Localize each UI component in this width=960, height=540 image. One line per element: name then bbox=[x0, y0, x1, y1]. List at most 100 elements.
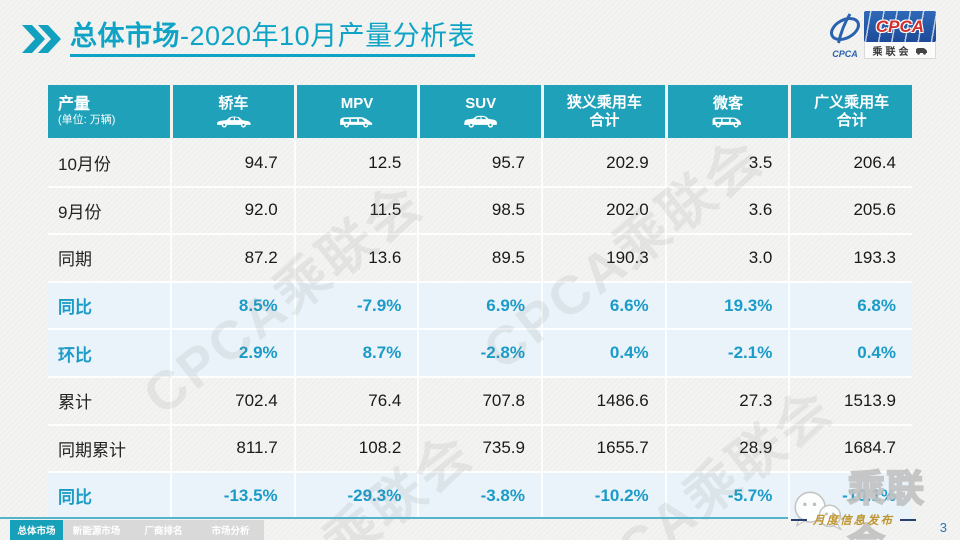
microvan-icon bbox=[709, 114, 746, 128]
logo-name-strip: 乘联会 bbox=[864, 42, 936, 59]
table-body: 10月份 94.7 12.5 95.7 202.9 3.5 206.4 9月份 92.0 11.5… bbox=[48, 140, 912, 519]
column-header-label: 微客 bbox=[712, 95, 743, 113]
sedan-car-icon bbox=[215, 114, 252, 128]
table-cell: 202.0 bbox=[540, 187, 665, 234]
table-cell: -2.8% bbox=[417, 330, 541, 376]
table-cell: 108.2 bbox=[293, 425, 418, 472]
table-cell: 3.0 bbox=[664, 235, 789, 281]
column-header-label-line2: 合计 bbox=[589, 111, 620, 129]
table-cell: 206.4 bbox=[788, 140, 912, 186]
emblem-caption: CPCA bbox=[832, 49, 858, 59]
table-cell: 28.9 bbox=[664, 425, 789, 472]
column-header: 狭义乘用车 合计 bbox=[540, 85, 665, 138]
corner-unit-note: (单位: 万辆) bbox=[58, 114, 116, 127]
cpca-emblem-icon: CPCA bbox=[830, 13, 860, 59]
table-cell: 6.8% bbox=[788, 282, 912, 329]
table-row: 累计 702.4 76.4 707.8 1486.6 27.3 1513.9 bbox=[48, 375, 912, 424]
row-label: 环比 bbox=[58, 345, 92, 365]
table-cell: 6.9% bbox=[417, 282, 541, 329]
table-cell: 8.7% bbox=[293, 330, 418, 376]
cpca-logo: CPCA CPCA 乘联会 bbox=[826, 7, 938, 63]
row-label: 同比 bbox=[58, 298, 92, 318]
row-label: 累计 bbox=[58, 393, 92, 413]
double-chevron-icon bbox=[22, 25, 61, 54]
logo-car-icon bbox=[915, 47, 927, 55]
logo-cpca-text: CPCA bbox=[875, 16, 925, 36]
nav-tab-2[interactable]: 新能源市场 bbox=[63, 520, 130, 540]
table-cell: 8.5% bbox=[170, 282, 294, 329]
page-title-section: 总体市场 bbox=[70, 21, 180, 51]
table-cell: 1486.6 bbox=[540, 377, 665, 424]
table-cell: 98.5 bbox=[417, 187, 541, 234]
table-cell: 2.9% bbox=[170, 330, 294, 376]
table-cell: 1655.7 bbox=[540, 425, 665, 472]
page-title: 总体市场-2020年10月产量分析表 bbox=[70, 21, 476, 57]
table-cell: 202.9 bbox=[540, 140, 665, 186]
row-label: 9月份 bbox=[58, 202, 102, 222]
row-label: 同期 bbox=[58, 250, 92, 270]
table-cell: -5.7% bbox=[664, 473, 789, 519]
suv-car-icon bbox=[462, 114, 499, 128]
page-number: 3 bbox=[939, 520, 947, 535]
table-row: 10月份 94.7 12.5 95.7 202.9 3.5 206.4 bbox=[48, 140, 912, 186]
table-cell: 12.5 bbox=[293, 140, 418, 186]
table-cell: 95.7 bbox=[417, 140, 541, 186]
column-header-label: 狭义乘用车 bbox=[566, 94, 642, 112]
corner-header-cell: 产量 (单位: 万辆) bbox=[48, 85, 170, 138]
production-table: 产量 (单位: 万辆) 轿车 MPV SUV 狭义乘用车 合计 微客 广义乘用车 合计 10月… bbox=[48, 85, 912, 519]
column-header-label: 轿车 bbox=[218, 95, 249, 113]
table-row: 同期 87.2 13.6 89.5 190.3 3.0 193.3 bbox=[48, 233, 912, 281]
table-cell: 92.0 bbox=[170, 187, 294, 234]
table-header-row: 产量 (单位: 万辆) 轿车 MPV SUV 狭义乘用车 合计 微客 广义乘用车 合计 bbox=[48, 85, 912, 138]
table-cell: -2.1% bbox=[664, 330, 789, 376]
footer-note-text: 月度信息发布 bbox=[813, 515, 894, 527]
column-header: 微客 bbox=[664, 85, 789, 138]
table-cell: 190.3 bbox=[540, 235, 665, 281]
table-row: 同比 8.5% -7.9% 6.9% 6.6% 19.3% 6.8% bbox=[48, 280, 912, 329]
row-label: 10月份 bbox=[58, 155, 111, 175]
nav-tab-3[interactable]: 厂商排名 bbox=[130, 520, 197, 540]
table-cell: 193.3 bbox=[788, 235, 912, 281]
table-cell: 811.7 bbox=[170, 425, 294, 472]
mpv-car-icon bbox=[338, 114, 375, 128]
table-cell: 1684.7 bbox=[788, 425, 912, 472]
table-cell: -10.1% bbox=[788, 473, 912, 519]
column-header: MPV bbox=[293, 85, 418, 138]
table-cell: 87.2 bbox=[170, 235, 294, 281]
table-cell: -29.3% bbox=[293, 473, 418, 519]
table-cell: 0.4% bbox=[540, 330, 665, 376]
nav-tab-1[interactable]: 总体市场 bbox=[10, 520, 63, 540]
table-cell: 0.4% bbox=[788, 330, 912, 376]
table-row: 同比 -13.5% -29.3% -3.8% -10.2% -5.7% -10.1% bbox=[48, 471, 912, 519]
table-cell: 19.3% bbox=[664, 282, 789, 329]
table-cell: 3.5 bbox=[664, 140, 789, 186]
row-label: 同期累计 bbox=[58, 440, 126, 460]
column-header: SUV bbox=[417, 85, 541, 138]
table-cell: -7.9% bbox=[293, 282, 418, 329]
table-cell: 3.6 bbox=[664, 187, 789, 234]
table-row: 同期累计 811.7 108.2 735.9 1655.7 28.9 1684.7 bbox=[48, 423, 912, 472]
column-header-label: MPV bbox=[340, 95, 374, 113]
column-header: 广义乘用车 合计 bbox=[788, 85, 912, 138]
row-label: 同比 bbox=[58, 488, 92, 508]
footer-rule bbox=[0, 517, 788, 519]
table-cell: -13.5% bbox=[170, 473, 294, 519]
table-cell: 6.6% bbox=[540, 282, 665, 329]
corner-title: 产量 bbox=[58, 95, 91, 113]
table-row: 9月份 92.0 11.5 98.5 202.0 3.6 205.6 bbox=[48, 185, 912, 234]
logo-name-text: 乘联会 bbox=[872, 46, 912, 58]
table-cell: 13.6 bbox=[293, 235, 418, 281]
column-header-label-line2: 合计 bbox=[836, 111, 867, 129]
footer-note: 月度信息发布 bbox=[791, 512, 916, 528]
table-cell: 205.6 bbox=[788, 187, 912, 234]
page-title-rest: -2020年10月产量分析表 bbox=[180, 21, 476, 51]
column-header-label: 广义乘用车 bbox=[814, 94, 890, 112]
nav-tab-4[interactable]: 市场分析 bbox=[197, 520, 264, 540]
table-cell: 76.4 bbox=[293, 377, 418, 424]
table-cell: 89.5 bbox=[417, 235, 541, 281]
table-cell: 707.8 bbox=[417, 377, 541, 424]
note-dash bbox=[900, 519, 916, 521]
table-cell: 27.3 bbox=[664, 377, 789, 424]
table-cell: -3.8% bbox=[417, 473, 541, 519]
